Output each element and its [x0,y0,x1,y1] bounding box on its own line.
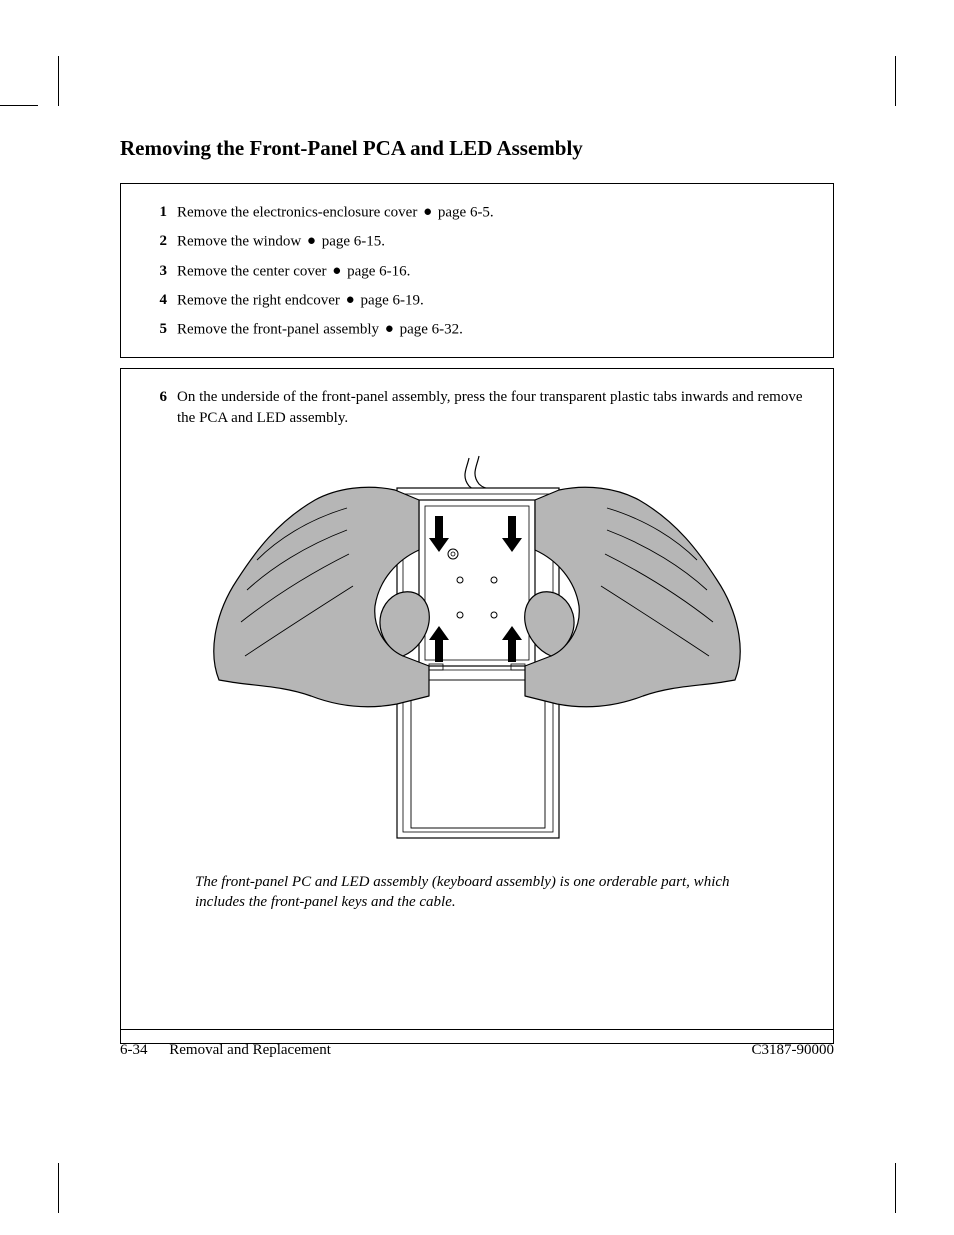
step-text: Remove the center cover ● page 6-16. [177,261,410,283]
step-text: Remove the front-panel assembly ● page 6… [177,319,463,341]
crop-mark [895,56,896,106]
footer-section: Removal and Replacement [169,1042,331,1058]
step-number: 1 [145,202,167,222]
step-number: 6 [145,387,167,407]
step-number: 4 [145,290,167,310]
step-row: 5 Remove the front-panel assembly ● page… [145,319,809,341]
step-row: 6 On the underside of the front-panel as… [145,387,809,428]
page-footer: 6-34 Removal and Replacement C3187-90000 [120,1042,834,1059]
footer-left: 6-34 Removal and Replacement [120,1042,331,1059]
procedure-box: 6 On the underside of the front-panel as… [120,368,834,1044]
content-area: Removing the Front-Panel PCA and LED Ass… [120,136,834,1044]
step-number: 5 [145,319,167,339]
step-number: 3 [145,261,167,281]
assembly-diagram [197,450,757,850]
step-text: Remove the right endcover ● page 6-19. [177,290,424,312]
page: Removing the Front-Panel PCA and LED Ass… [0,0,954,1235]
step-row: 1 Remove the electronics-enclosure cover… [145,202,809,224]
step-number: 2 [145,231,167,251]
step-row: 4 Remove the right endcover ● page 6-19. [145,290,809,312]
bullet-icon: ● [307,231,316,251]
crop-mark [58,1163,59,1213]
footer-doc-code: C3187-90000 [752,1042,835,1059]
note-text: The front-panel PC and LED assembly (key… [195,872,809,913]
prerequisite-steps-box: 1 Remove the electronics-enclosure cover… [120,183,834,358]
page-title: Removing the Front-Panel PCA and LED Ass… [120,136,834,161]
bullet-icon: ● [346,290,355,310]
step-row: 3 Remove the center cover ● page 6-16. [145,261,809,283]
step-row: 2 Remove the window ● page 6-15. [145,231,809,253]
crop-mark [58,56,59,106]
crop-mark [0,105,38,106]
step-text: On the underside of the front-panel asse… [177,387,809,428]
figure [145,450,809,850]
footer-page-number: 6-34 [120,1042,148,1058]
step-text: Remove the electronics-enclosure cover ●… [177,202,494,224]
footer-rule [120,1029,834,1030]
bullet-icon: ● [423,202,432,222]
step-text: Remove the window ● page 6-15. [177,231,385,253]
crop-mark [895,1163,896,1213]
bullet-icon: ● [332,261,341,281]
bullet-icon: ● [385,319,394,339]
